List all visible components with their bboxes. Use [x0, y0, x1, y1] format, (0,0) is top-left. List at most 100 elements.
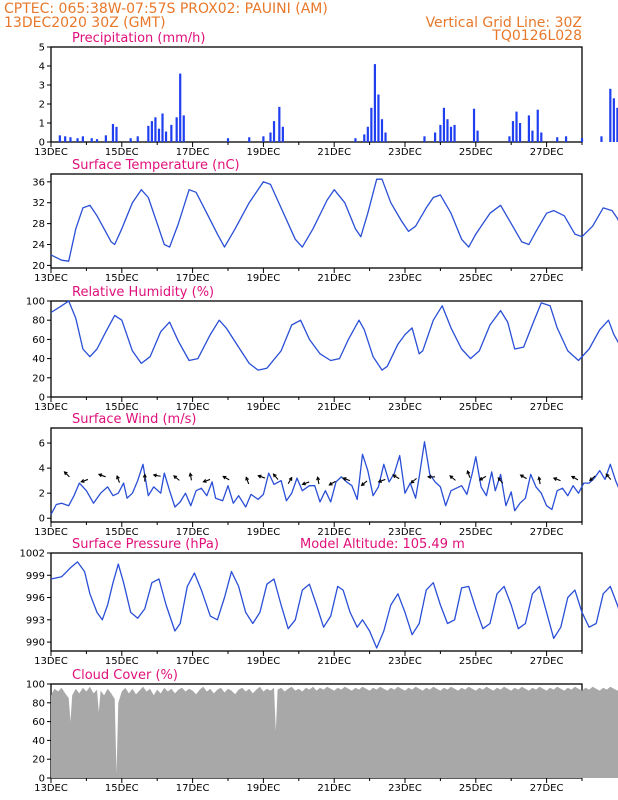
wind-arrow [342, 477, 351, 482]
precip-xtick-label: 25DEC [459, 147, 493, 158]
temp-ytick-label: 20 [32, 261, 45, 272]
temp-xtick-label: 27DEC [530, 273, 564, 284]
wind-arrow [478, 475, 487, 481]
wind-arrow-head [80, 479, 85, 483]
precip-bar [531, 130, 534, 142]
precip-bar [616, 107, 618, 142]
wind-ytick-label: 4 [39, 464, 45, 475]
precip-bar [95, 139, 99, 142]
wind-arrow-head [188, 472, 193, 477]
precip-bar [439, 124, 442, 142]
wind-arrow-head [392, 474, 397, 479]
wind-arrow-head [245, 476, 250, 481]
precip-bar [175, 117, 178, 142]
temp-series-line [50, 178, 618, 262]
wind-arrow-head [63, 471, 68, 476]
wind-arrow-head [570, 475, 576, 480]
wind-arrow [287, 476, 293, 484]
rh-xtick-label: 23DEC [388, 402, 422, 413]
cloud-ytick-label: 60 [32, 717, 45, 728]
precip-bar [453, 124, 456, 142]
precip-bar [281, 126, 284, 142]
wind-xtick-label: 17DEC [176, 527, 210, 538]
rh-xtick-label: 25DEC [459, 402, 493, 413]
wind-arrow-head [537, 476, 542, 481]
temp-ytick-label: 24 [32, 240, 45, 251]
temp-frame [50, 173, 583, 269]
wind-arrow [80, 478, 89, 483]
precip-ytick-label: 3 [39, 81, 45, 92]
precip-frame [50, 46, 583, 143]
wind-arrow [570, 475, 579, 481]
pressure-xtick-label: 13DEC [34, 656, 68, 667]
pressure-xtick-label: 17DEC [176, 656, 210, 667]
precip-bar [540, 132, 543, 142]
precip-bar [609, 88, 612, 142]
rh-xtick-label: 19DEC [247, 402, 281, 413]
temp-ytick-label: 28 [32, 219, 45, 230]
precip-bar [58, 135, 61, 142]
rh-ytick-label: 100 [26, 297, 45, 308]
pressure-xtick-label: 15DEC [105, 656, 139, 667]
wind-arrow-head [466, 470, 471, 475]
wind-arrow [497, 477, 504, 484]
wind-arrow-head [478, 476, 484, 481]
pressure-xtick-label: 21DEC [317, 656, 351, 667]
precip-xtick-label: 15DEC [105, 147, 139, 158]
wind-arrow-shaft [287, 477, 293, 484]
precip-bar [154, 117, 157, 142]
precip-bar [366, 126, 369, 142]
wind-ytick-label: 6 [39, 439, 45, 450]
precip-bar [580, 138, 584, 142]
wind-arrow-head [552, 477, 558, 481]
header-model-id: TQ0126L028 [491, 28, 582, 44]
rh-frame [50, 300, 583, 398]
precip-bar [380, 119, 384, 142]
precip-bar [449, 126, 453, 142]
cloud-ytick-label: 80 [32, 698, 45, 709]
precip-bar [370, 107, 373, 142]
precip-bar [111, 123, 115, 142]
wind-arrow [301, 481, 310, 486]
wind-arrow [173, 475, 180, 481]
pressure-ytick-label: 996 [26, 593, 45, 604]
wind-arrow [328, 480, 336, 486]
temp-xtick-label: 13DEC [34, 273, 68, 284]
temp-xtick-label: 23DEC [388, 273, 422, 284]
wind-arrow-head [449, 475, 454, 480]
temp-xtick-label: 17DEC [176, 273, 210, 284]
precip-ytick-label: 5 [39, 43, 45, 54]
precip-bar [76, 138, 79, 142]
precip-bar [600, 136, 603, 142]
rh-ytick-label: 0 [39, 393, 45, 404]
rh-ytick-label: 20 [32, 373, 45, 384]
wind-arrow-head [288, 476, 293, 481]
precip-bar [564, 136, 568, 142]
wind-arrow-head [360, 482, 365, 487]
wind-arrow-head [377, 479, 382, 483]
wind-arrow-head [202, 479, 207, 483]
wind-arrow [426, 474, 436, 479]
precip-bar [423, 136, 426, 142]
wind-series-line [50, 441, 618, 515]
wind-xtick-label: 13DEC [34, 527, 68, 538]
cloud-xtick-label: 13DEC [34, 783, 68, 794]
wind-arrow [360, 480, 368, 487]
pressure-title: Surface Pressure (hPa) [72, 537, 219, 552]
wind-xtick-label: 15DEC [105, 527, 139, 538]
wind-arrow-shaft [343, 477, 351, 482]
pressure-ytick-label: 993 [26, 615, 45, 626]
wind-arrow-shaft [392, 474, 400, 480]
precip-bar [354, 138, 357, 142]
cloud-xtick-label: 17DEC [176, 783, 210, 794]
cloud-title: Cloud Cover (%) [72, 668, 178, 683]
wind-arrow [410, 477, 417, 484]
precip-bar [150, 121, 153, 142]
rh-xtick-label: 17DEC [176, 402, 210, 413]
wind-arrow-shaft [553, 477, 561, 482]
precip-bar [161, 113, 164, 142]
temp-xtick-label: 25DEC [459, 273, 493, 284]
cloud-xtick-label: 25DEC [459, 783, 493, 794]
wind-arrow-shaft [479, 475, 487, 481]
